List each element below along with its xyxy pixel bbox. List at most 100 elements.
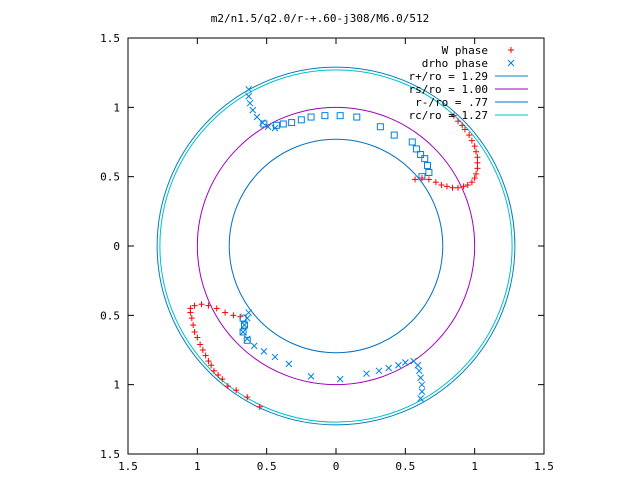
point-2-6 bbox=[321, 112, 329, 120]
point-2-18 bbox=[239, 314, 247, 322]
data-points bbox=[187, 85, 481, 410]
point-1-25 bbox=[414, 361, 422, 369]
point-1-13 bbox=[250, 342, 258, 350]
cross-marker-stroke bbox=[401, 359, 409, 366]
point-0-47 bbox=[230, 312, 237, 319]
point-1-19 bbox=[363, 370, 370, 377]
point-2-20 bbox=[239, 328, 247, 336]
point-1-9 bbox=[243, 314, 251, 322]
point-2-10 bbox=[390, 131, 398, 139]
point-1-20 bbox=[375, 367, 383, 375]
point-0-44 bbox=[205, 302, 212, 309]
y-tick-label: 1.5 bbox=[100, 448, 120, 461]
cross-marker-stroke bbox=[507, 59, 515, 67]
point-1-18 bbox=[336, 375, 344, 383]
point-1-11 bbox=[239, 328, 247, 336]
cross-marker-stroke bbox=[243, 314, 251, 322]
point-1-0 bbox=[245, 85, 252, 93]
point-0-10 bbox=[468, 179, 475, 186]
reference-circles bbox=[156, 66, 516, 426]
point-0-9 bbox=[464, 181, 471, 188]
y-tick-label: 0.5 bbox=[100, 171, 120, 184]
point-0-12 bbox=[473, 170, 480, 177]
point-0-5 bbox=[443, 183, 450, 190]
x-tick-label: 0.5 bbox=[257, 460, 277, 473]
point-0-36 bbox=[219, 376, 226, 383]
legend-label: r+/ro = 1.29 bbox=[409, 70, 488, 83]
point-0-40 bbox=[256, 403, 263, 410]
point-0-31 bbox=[202, 352, 209, 359]
legend-entry-0: W phase bbox=[442, 44, 514, 57]
point-2-3 bbox=[288, 119, 296, 127]
cross-marker-stroke bbox=[285, 360, 293, 368]
point-0-35 bbox=[215, 371, 222, 378]
point-0-14 bbox=[474, 159, 481, 166]
legend-label: drho phase bbox=[422, 57, 488, 70]
point-0-27 bbox=[191, 328, 198, 335]
circle-0 bbox=[156, 66, 516, 426]
point-0-0 bbox=[412, 176, 419, 183]
point-2-0 bbox=[260, 120, 268, 128]
cross-marker-stroke bbox=[264, 123, 272, 131]
point-0-28 bbox=[194, 334, 201, 341]
point-1-23 bbox=[401, 359, 409, 366]
cross-marker-stroke bbox=[418, 381, 426, 389]
cross-marker-stroke bbox=[410, 357, 418, 365]
x-tick-label: 0.5 bbox=[395, 460, 415, 473]
cross-marker-stroke bbox=[245, 309, 252, 316]
point-0-43 bbox=[198, 301, 205, 308]
cross-marker-stroke bbox=[415, 367, 423, 375]
point-2-4 bbox=[297, 116, 305, 124]
y-tick-label: 1.5 bbox=[100, 32, 120, 45]
point-1-2 bbox=[246, 99, 254, 107]
cross-marker-stroke bbox=[417, 374, 424, 382]
cross-marker-stroke bbox=[336, 375, 344, 383]
axes: 1.5 1 0.5 0 0.5 1 1.51.510.500.511.5 bbox=[100, 32, 554, 473]
point-1-21 bbox=[385, 364, 393, 372]
legend-label: W phase bbox=[442, 44, 488, 57]
point-0-23 bbox=[450, 112, 457, 119]
point-0-21 bbox=[459, 122, 466, 129]
cross-marker-stroke bbox=[385, 364, 393, 372]
cross-marker-stroke bbox=[245, 85, 252, 93]
circle-2 bbox=[228, 138, 444, 354]
point-1-30 bbox=[417, 395, 424, 402]
cross-marker-stroke bbox=[239, 328, 247, 336]
cross-marker-stroke bbox=[250, 342, 258, 350]
point-0-20 bbox=[461, 126, 468, 133]
legend-label: rs/ro = 1.00 bbox=[409, 83, 488, 96]
point-0-26 bbox=[190, 322, 197, 329]
point-2-11 bbox=[408, 138, 416, 146]
point-0-33 bbox=[208, 362, 215, 369]
point-2-9 bbox=[376, 123, 384, 131]
point-0-19 bbox=[466, 132, 473, 139]
point-1-8 bbox=[245, 309, 252, 316]
cross-marker-stroke bbox=[418, 388, 426, 395]
point-0-30 bbox=[199, 347, 206, 353]
point-1-3 bbox=[249, 106, 257, 114]
legend-entry-2: r+/ro = 1.29 bbox=[409, 70, 528, 83]
x-tick-label: 1 bbox=[471, 460, 478, 473]
point-0-41 bbox=[187, 305, 194, 312]
point-1-15 bbox=[271, 353, 279, 361]
point-1-14 bbox=[260, 348, 268, 355]
point-0-7 bbox=[455, 184, 462, 191]
cross-marker-stroke bbox=[253, 113, 261, 121]
point-1-10 bbox=[241, 321, 248, 329]
x-tick-label: 1.5 bbox=[118, 460, 138, 473]
cross-marker-stroke bbox=[417, 395, 424, 402]
point-0-16 bbox=[473, 148, 480, 155]
point-0-22 bbox=[455, 118, 462, 125]
cross-marker-stroke bbox=[307, 372, 315, 380]
cross-marker-stroke bbox=[246, 99, 254, 107]
point-0-25 bbox=[188, 315, 195, 322]
point-2-21 bbox=[243, 336, 251, 344]
point-2-12 bbox=[412, 145, 420, 153]
point-0-2 bbox=[425, 176, 432, 183]
point-1-6 bbox=[264, 123, 272, 131]
point-0-37 bbox=[224, 383, 231, 390]
point-2-17 bbox=[418, 173, 426, 181]
legend-entry-1: drho phase bbox=[422, 57, 515, 70]
